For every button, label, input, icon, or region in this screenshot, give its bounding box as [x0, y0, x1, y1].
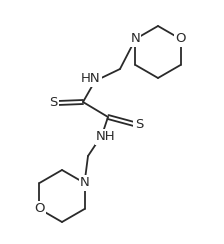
Text: NH: NH	[96, 131, 116, 143]
Text: O: O	[175, 32, 186, 45]
Text: S: S	[49, 96, 57, 110]
Text: N: N	[80, 176, 89, 190]
Text: S: S	[135, 118, 143, 131]
Text: N: N	[131, 32, 140, 45]
Text: O: O	[34, 203, 45, 215]
Text: HN: HN	[81, 72, 101, 85]
